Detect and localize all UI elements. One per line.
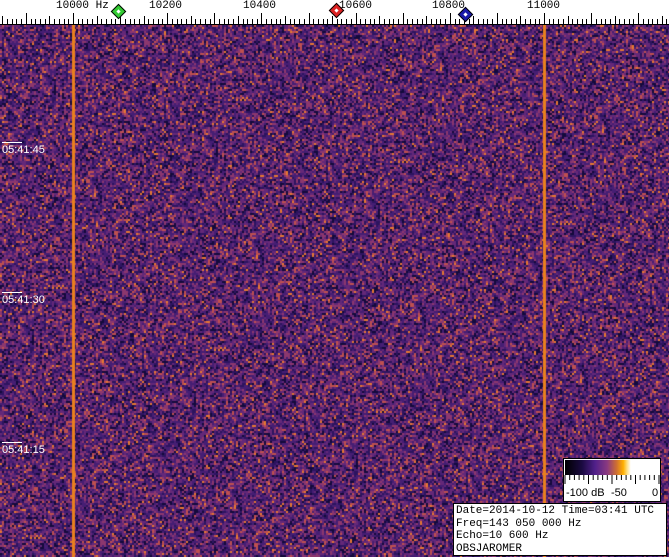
freq-label-10600: 10600 [339, 0, 373, 12]
info-observer: OBSJAROMER [456, 542, 523, 555]
info-date-time: Date=2014-10-12 Time=03:41 UTC [456, 505, 655, 517]
frequency-ticks [0, 13, 669, 25]
time-label: 05:41:30 [2, 292, 45, 306]
time-label: 05:41:15 [2, 442, 45, 456]
spectrogram [0, 25, 669, 557]
freq-label-11000: 11000 [527, 0, 561, 12]
freq-label-10000: 10000 Hz [56, 0, 109, 12]
freq-label-10400: 10400 [243, 0, 277, 12]
colorbar-ticks [564, 475, 660, 484]
colorbar: -100 dB -50 0 [563, 458, 661, 502]
frequency-axis: 10000 Hz 10200 10400 10600 10800 11000 [0, 0, 669, 25]
colorbar-label-max: 0 [652, 487, 659, 499]
info-frequency: Freq=143 050 000 Hz [456, 517, 582, 530]
info-echo: Echo=10 600 Hz [456, 530, 549, 542]
freq-label-10800: 10800 [432, 0, 466, 12]
time-label: 05:41:45 [2, 142, 45, 156]
info-box: Date=2014-10-12 Time=03:41 UTC Freq=143 … [453, 503, 667, 556]
colorbar-gradient [565, 460, 659, 475]
colorbar-label-mid: -50 [611, 487, 627, 499]
colorbar-label-min: -100 dB [566, 487, 605, 499]
freq-label-10200: 10200 [149, 0, 183, 12]
